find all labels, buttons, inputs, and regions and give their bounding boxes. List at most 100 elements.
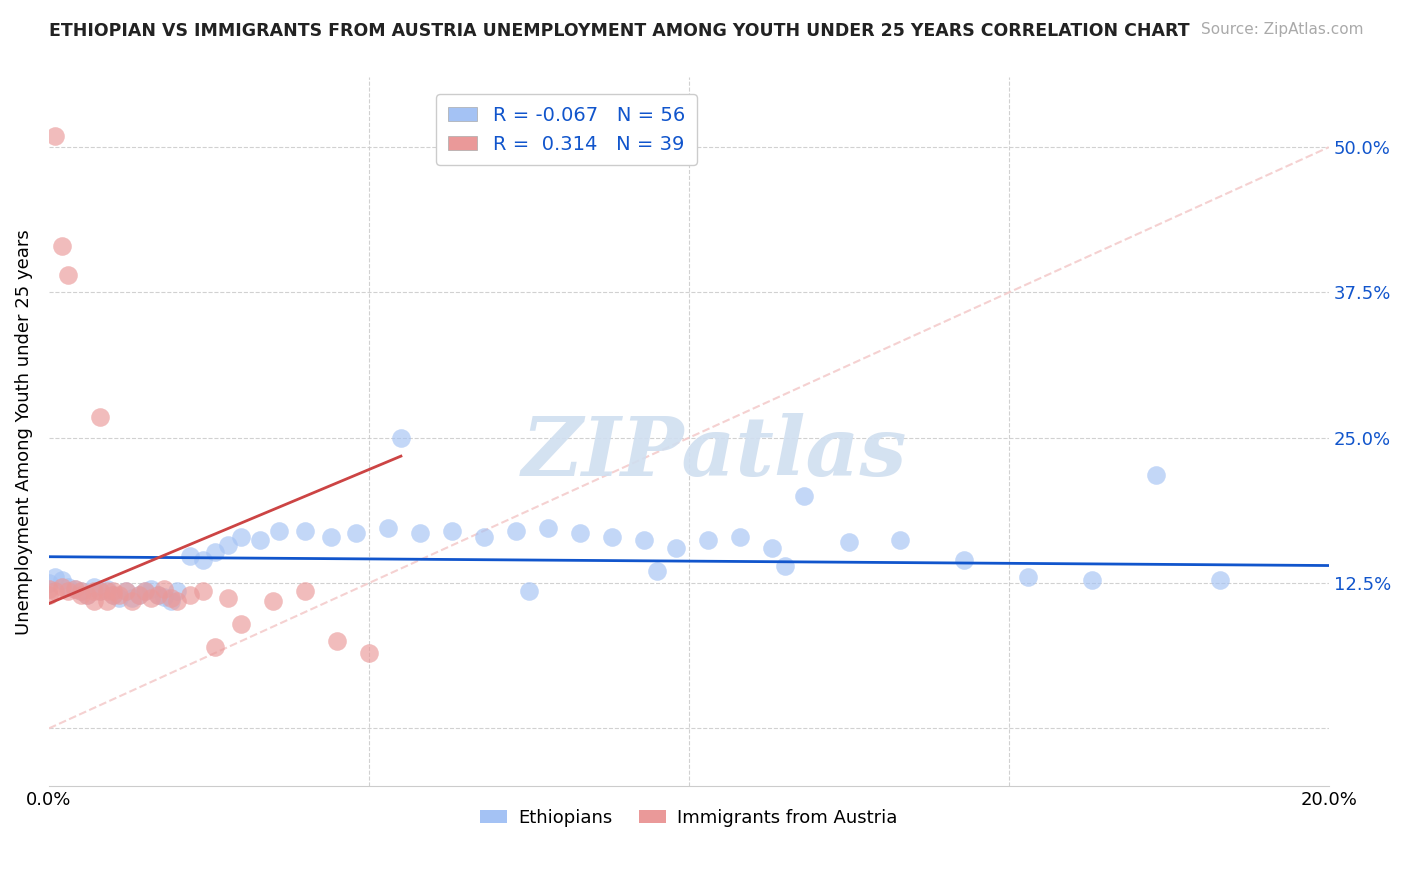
Point — [89, 584, 111, 599]
Point — [262, 593, 284, 607]
Text: ETHIOPIAN VS IMMIGRANTS FROM AUSTRIA UNEMPLOYMENT AMONG YOUTH UNDER 25 YEARS COR: ETHIOPIAN VS IMMIGRANTS FROM AUSTRIA UNE… — [49, 22, 1189, 40]
Point — [153, 582, 176, 596]
Point — [179, 588, 201, 602]
Point — [96, 593, 118, 607]
Point — [63, 582, 86, 596]
Point — [569, 526, 592, 541]
Point — [44, 128, 66, 143]
Text: Source: ZipAtlas.com: Source: ZipAtlas.com — [1201, 22, 1364, 37]
Point — [889, 533, 911, 547]
Point — [472, 530, 495, 544]
Point — [166, 584, 188, 599]
Point — [76, 588, 98, 602]
Point — [166, 593, 188, 607]
Point — [229, 530, 252, 544]
Point — [146, 588, 169, 602]
Point — [793, 489, 815, 503]
Point — [63, 582, 86, 596]
Point — [44, 570, 66, 584]
Point — [121, 593, 143, 607]
Point — [728, 530, 751, 544]
Point — [128, 588, 150, 602]
Point — [114, 584, 136, 599]
Point — [56, 268, 79, 282]
Point — [191, 584, 214, 599]
Point — [96, 584, 118, 599]
Point — [1209, 573, 1232, 587]
Point — [204, 544, 226, 558]
Point — [269, 524, 291, 538]
Point — [70, 588, 93, 602]
Y-axis label: Unemployment Among Youth under 25 years: Unemployment Among Youth under 25 years — [15, 229, 32, 635]
Point — [101, 584, 124, 599]
Point — [89, 409, 111, 424]
Point — [159, 591, 181, 606]
Point — [134, 584, 156, 599]
Point — [38, 588, 60, 602]
Point — [38, 582, 60, 596]
Point — [326, 634, 349, 648]
Point — [217, 591, 239, 606]
Point — [141, 591, 163, 606]
Point — [773, 558, 796, 573]
Point — [294, 524, 316, 538]
Point — [537, 521, 560, 535]
Point — [51, 580, 73, 594]
Point — [249, 533, 271, 547]
Point — [409, 526, 432, 541]
Point — [645, 565, 668, 579]
Point — [633, 533, 655, 547]
Point — [76, 588, 98, 602]
Point — [357, 646, 380, 660]
Point — [51, 239, 73, 253]
Text: ZIPatlas: ZIPatlas — [522, 413, 907, 493]
Point — [191, 553, 214, 567]
Point — [44, 584, 66, 599]
Point — [38, 576, 60, 591]
Point — [83, 584, 105, 599]
Point — [83, 580, 105, 594]
Point — [114, 584, 136, 599]
Point — [229, 616, 252, 631]
Legend: Ethiopians, Immigrants from Austria: Ethiopians, Immigrants from Austria — [472, 802, 905, 834]
Point — [70, 584, 93, 599]
Point — [141, 582, 163, 596]
Point — [101, 588, 124, 602]
Point — [83, 593, 105, 607]
Point — [1017, 570, 1039, 584]
Point — [204, 640, 226, 654]
Point — [389, 431, 412, 445]
Point — [1144, 467, 1167, 482]
Point — [1081, 573, 1104, 587]
Point — [505, 524, 527, 538]
Point — [70, 584, 93, 599]
Point — [441, 524, 464, 538]
Point — [294, 584, 316, 599]
Point — [101, 588, 124, 602]
Point — [377, 521, 399, 535]
Point — [344, 526, 367, 541]
Point — [159, 593, 181, 607]
Point — [146, 588, 169, 602]
Point — [51, 573, 73, 587]
Point — [600, 530, 623, 544]
Point — [134, 584, 156, 599]
Point — [761, 541, 783, 556]
Point — [217, 538, 239, 552]
Point — [953, 553, 976, 567]
Point — [121, 591, 143, 606]
Point — [128, 588, 150, 602]
Point — [89, 584, 111, 599]
Point — [319, 530, 342, 544]
Point — [96, 582, 118, 596]
Point — [697, 533, 720, 547]
Point — [56, 580, 79, 594]
Point — [153, 590, 176, 604]
Point — [838, 535, 860, 549]
Point — [108, 588, 131, 602]
Point — [517, 584, 540, 599]
Point — [56, 584, 79, 599]
Point — [179, 549, 201, 564]
Point — [108, 591, 131, 606]
Point — [665, 541, 688, 556]
